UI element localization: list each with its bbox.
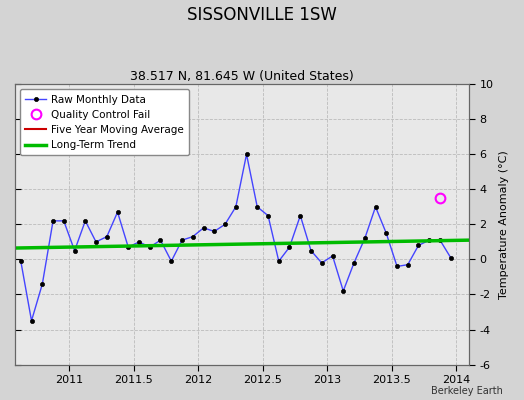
- Raw Monthly Data: [82, 218, 89, 223]
- Raw Monthly Data: [319, 260, 325, 265]
- Raw Monthly Data: [276, 259, 282, 264]
- Raw Monthly Data: [104, 234, 110, 239]
- Raw Monthly Data: [405, 262, 411, 267]
- Raw Monthly Data: [50, 218, 56, 223]
- Raw Monthly Data: [114, 210, 121, 214]
- Raw Monthly Data: [416, 243, 422, 248]
- Raw Monthly Data: [362, 236, 368, 241]
- Raw Monthly Data: [340, 288, 346, 293]
- Raw Monthly Data: [190, 234, 196, 239]
- Y-axis label: Temperature Anomaly (°C): Temperature Anomaly (°C): [499, 150, 509, 299]
- Raw Monthly Data: [147, 245, 153, 250]
- Raw Monthly Data: [211, 229, 217, 234]
- Raw Monthly Data: [373, 204, 379, 209]
- Raw Monthly Data: [330, 254, 336, 258]
- Raw Monthly Data: [394, 264, 400, 269]
- Raw Monthly Data: [179, 238, 185, 242]
- Raw Monthly Data: [93, 240, 99, 244]
- Raw Monthly Data: [168, 259, 174, 264]
- Raw Monthly Data: [286, 245, 292, 250]
- Raw Monthly Data: [426, 238, 432, 242]
- Raw Monthly Data: [71, 248, 78, 253]
- Raw Monthly Data: [383, 231, 389, 236]
- Raw Monthly Data: [222, 222, 228, 227]
- Legend: Raw Monthly Data, Quality Control Fail, Five Year Moving Average, Long-Term Tren: Raw Monthly Data, Quality Control Fail, …: [20, 89, 189, 156]
- Raw Monthly Data: [254, 204, 260, 209]
- Raw Monthly Data: [297, 213, 303, 218]
- Line: Raw Monthly Data: Raw Monthly Data: [19, 152, 453, 323]
- Raw Monthly Data: [243, 152, 249, 157]
- Text: SISSONVILLE 1SW: SISSONVILLE 1SW: [187, 6, 337, 24]
- Raw Monthly Data: [136, 240, 142, 244]
- Raw Monthly Data: [201, 226, 207, 230]
- Raw Monthly Data: [437, 238, 443, 242]
- Text: Berkeley Earth: Berkeley Earth: [431, 386, 503, 396]
- Raw Monthly Data: [18, 259, 24, 264]
- Raw Monthly Data: [265, 213, 271, 218]
- Raw Monthly Data: [28, 318, 35, 323]
- Title: 38.517 N, 81.645 W (United States): 38.517 N, 81.645 W (United States): [130, 70, 354, 83]
- Raw Monthly Data: [308, 248, 314, 253]
- Raw Monthly Data: [351, 260, 357, 265]
- Raw Monthly Data: [39, 282, 46, 286]
- Raw Monthly Data: [125, 245, 132, 250]
- Raw Monthly Data: [447, 255, 454, 260]
- Raw Monthly Data: [157, 238, 163, 242]
- Raw Monthly Data: [61, 218, 67, 223]
- Raw Monthly Data: [233, 204, 239, 209]
